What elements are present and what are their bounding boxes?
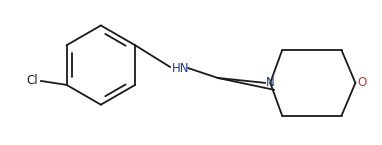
Text: N: N bbox=[266, 76, 275, 89]
Text: Cl: Cl bbox=[26, 74, 38, 87]
Text: O: O bbox=[358, 76, 367, 89]
Text: HN: HN bbox=[172, 61, 190, 75]
